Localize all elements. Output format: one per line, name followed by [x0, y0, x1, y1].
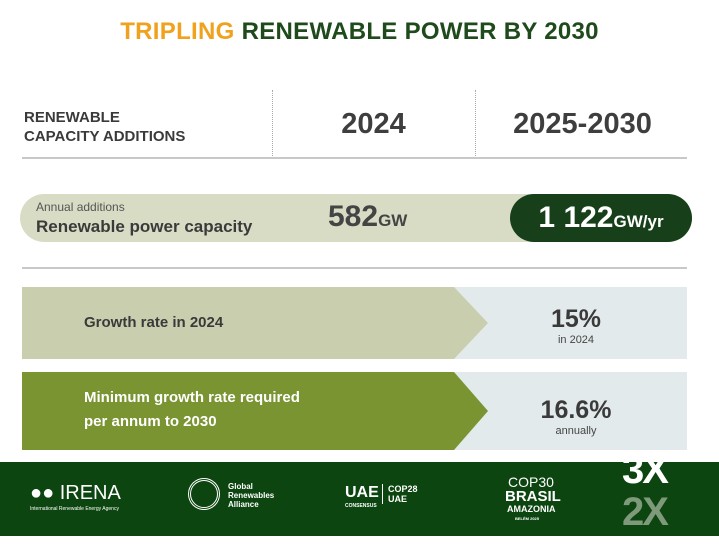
- divider: [22, 267, 687, 269]
- value-2024: 582GW: [328, 200, 408, 233]
- growth-row-2024: Growth rate in 2024 15% in 2024: [22, 287, 687, 359]
- gra-logo-icon: [188, 478, 220, 510]
- header-2025-2030: 2025-2030: [513, 108, 652, 140]
- value-2030: 1 122GW/yr: [510, 194, 692, 242]
- divider: [22, 157, 687, 159]
- header-label: RENEWABLE CAPACITY ADDITIONS: [24, 109, 186, 145]
- irena-logo: ●● IRENA: [30, 482, 121, 504]
- divider: [475, 90, 476, 156]
- header-2024: 2024: [341, 108, 406, 140]
- footer-logos: ●● IRENA International Renewable Energy …: [0, 448, 719, 536]
- divider: [272, 90, 273, 156]
- capacity-row: Annual additions Renewable power capacit…: [20, 194, 692, 242]
- page-title: TRIPLING RENEWABLE POWER BY 2030: [120, 18, 599, 45]
- growth-row-required: Minimum growth rate required per annum to…: [22, 372, 687, 450]
